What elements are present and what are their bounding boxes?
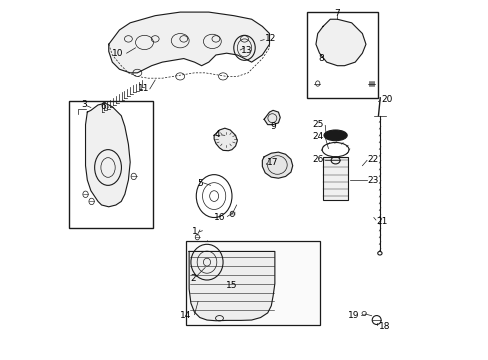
Polygon shape — [85, 103, 130, 207]
Polygon shape — [214, 128, 237, 151]
Text: 15: 15 — [226, 281, 237, 290]
Text: 17: 17 — [266, 158, 278, 167]
Ellipse shape — [324, 130, 346, 141]
Text: 9: 9 — [270, 122, 275, 131]
Text: 23: 23 — [367, 176, 378, 185]
Text: 11: 11 — [138, 84, 149, 93]
Text: 13: 13 — [241, 46, 252, 55]
Text: 10: 10 — [112, 49, 123, 58]
Bar — [323, 157, 347, 200]
Text: 26: 26 — [312, 155, 323, 164]
Bar — [69, 102, 153, 228]
Text: 21: 21 — [376, 217, 387, 226]
Text: 6: 6 — [101, 102, 106, 111]
Polygon shape — [262, 152, 292, 178]
Bar — [185, 241, 319, 325]
Text: 22: 22 — [367, 155, 378, 164]
Text: 19: 19 — [347, 311, 359, 320]
Text: 2: 2 — [189, 274, 195, 283]
Text: 25: 25 — [312, 120, 323, 129]
Polygon shape — [264, 111, 280, 125]
Text: 24: 24 — [312, 132, 323, 141]
Text: 4: 4 — [214, 130, 220, 139]
Bar — [306, 12, 378, 98]
Text: 14: 14 — [179, 311, 190, 320]
Text: 20: 20 — [380, 95, 391, 104]
Polygon shape — [189, 251, 274, 321]
Text: 12: 12 — [264, 35, 276, 44]
Text: 5: 5 — [197, 179, 203, 188]
Text: 7: 7 — [334, 9, 340, 18]
Polygon shape — [315, 19, 365, 66]
Polygon shape — [108, 12, 269, 73]
Text: 8: 8 — [318, 54, 324, 63]
Text: 3: 3 — [81, 100, 87, 109]
Text: 16: 16 — [214, 213, 225, 222]
Text: 18: 18 — [378, 322, 389, 331]
Text: 1: 1 — [192, 227, 198, 236]
